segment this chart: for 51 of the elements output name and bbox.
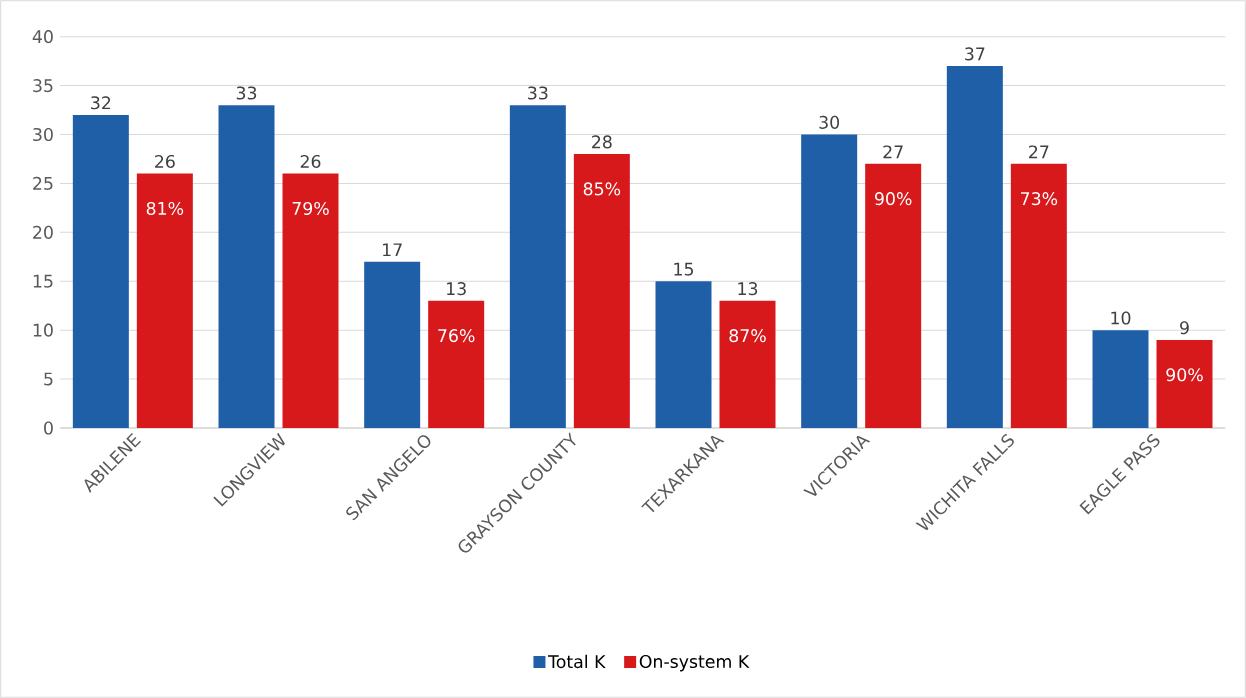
bar (218, 105, 275, 428)
annotation: 81% (146, 201, 184, 215)
bar (282, 173, 339, 428)
y-tick-label: 35 (33, 79, 53, 93)
y-tick-label: 20 (33, 225, 53, 239)
data-label: 13 (447, 282, 466, 296)
data-label: 17 (383, 243, 402, 257)
y-tick-label: 5 (44, 372, 53, 386)
y-tick-label: 40 (32, 30, 53, 44)
y-tick-label: 0 (44, 421, 53, 435)
data-label: 10 (1111, 311, 1131, 325)
annotation: 90% (875, 192, 912, 206)
y-tick-label: 10 (33, 323, 53, 337)
legend-label: Total K (548, 654, 606, 669)
data-label: 26 (300, 154, 321, 169)
bar (655, 281, 712, 428)
data-label: 13 (738, 282, 758, 296)
data-label: 27 (1029, 145, 1049, 159)
bar (573, 154, 630, 428)
annotation: 79% (292, 201, 329, 215)
bar (509, 105, 566, 428)
annotation: 73% (1021, 192, 1058, 206)
bar (719, 300, 776, 428)
bar (364, 261, 421, 428)
bar (428, 300, 485, 428)
data-label: 33 (236, 86, 257, 100)
data-label: 26 (155, 154, 175, 169)
bar (1092, 330, 1149, 428)
data-label: 37 (965, 47, 985, 61)
data-label: 32 (91, 96, 111, 110)
bar (136, 173, 193, 428)
bar (1010, 163, 1067, 428)
annotation: 87% (729, 329, 766, 343)
data-label: 15 (674, 262, 694, 276)
data-label: 27 (883, 145, 903, 159)
data-label: 9 (1180, 321, 1189, 335)
y-tick-label: 15 (33, 274, 53, 288)
legend-label: On-system K (639, 654, 750, 672)
annotation: 85% (583, 182, 621, 196)
bar (801, 134, 858, 428)
bar (1156, 339, 1213, 428)
y-tick-label: 30 (33, 127, 53, 142)
bar (72, 114, 129, 428)
data-label: 28 (592, 135, 612, 149)
bar (946, 66, 1003, 428)
y-tick-label: 25 (33, 176, 53, 190)
bar (865, 163, 922, 428)
data-label: 33 (528, 86, 548, 100)
annotation: 90% (1166, 368, 1203, 382)
data-label: 30 (819, 115, 840, 129)
annotation: 76% (438, 329, 475, 343)
